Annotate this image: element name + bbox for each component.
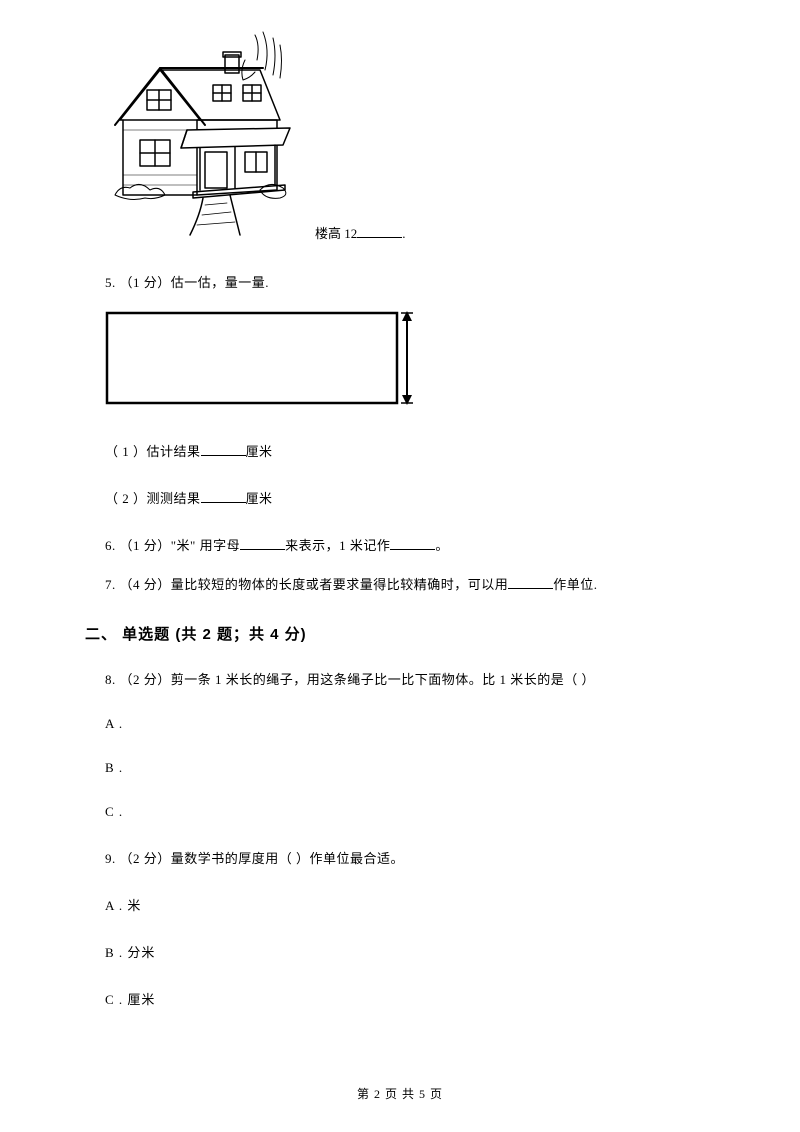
q5-sub2-prefix: （ 2 ）测测结果 [105, 491, 201, 506]
caption-prefix: 楼高 12 [315, 226, 357, 241]
q7-suffix: 作单位. [553, 577, 597, 592]
question-5: 5. （1 分）估一估，量一量. [105, 272, 715, 291]
section-2-header: 二、 单选题 (共 2 题；共 4 分) [85, 623, 715, 644]
q7-prefix: 7. （4 分）量比较短的物体的长度或者要求量得比较精确时，可以用 [105, 577, 508, 592]
q5-sub1: （ 1 ）估计结果 厘米 [105, 441, 715, 460]
rectangle-diagram [105, 311, 715, 411]
caption-suffix: . [402, 226, 405, 241]
question-6: 6. （1 分）"米" 用字母 来表示，1 米记作 。 [105, 535, 715, 554]
q6-prefix: 6. （1 分）"米" 用字母 [105, 538, 240, 553]
q9-option-a: A . 米 [105, 895, 715, 914]
q6-mid: 来表示，1 米记作 [285, 538, 390, 553]
q5-sub2-suffix: 厘米 [246, 491, 273, 506]
q9-option-c: C . 厘米 [105, 989, 715, 1008]
q8-option-b: B . [105, 760, 715, 776]
q5-sub2: （ 2 ）测测结果 厘米 [105, 488, 715, 507]
q8-option-a: A . [105, 716, 715, 732]
q5-sub1-suffix: 厘米 [246, 444, 273, 459]
house-caption: 楼高 12. [315, 223, 715, 242]
house-illustration [105, 30, 715, 245]
q9-option-b: B . 分米 [105, 942, 715, 961]
question-7: 7. （4 分）量比较短的物体的长度或者要求量得比较精确时，可以用 作单位. [105, 574, 715, 593]
page-footer: 第 2 页 共 5 页 [0, 1085, 800, 1102]
q5-sub1-prefix: （ 1 ）估计结果 [105, 444, 201, 459]
q8-option-c: C . [105, 804, 715, 820]
question-9: 9. （2 分）量数学书的厚度用（ ）作单位最合适。 [105, 848, 715, 867]
q6-suffix: 。 [435, 538, 449, 553]
question-8: 8. （2 分）剪一条 1 米长的绳子，用这条绳子比一比下面物体。比 1 米长的… [105, 669, 715, 688]
